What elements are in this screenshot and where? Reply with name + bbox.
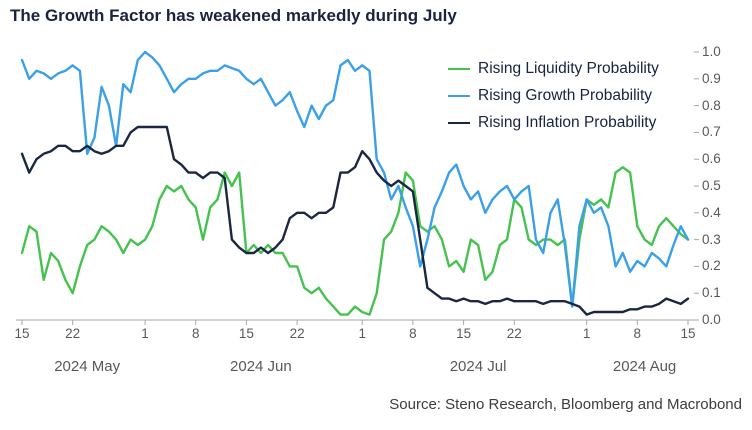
- x-tick-label: 15: [680, 326, 696, 341]
- source-note: Source: Steno Research, Bloomberg and Ma…: [389, 396, 742, 413]
- x-tick-label: 22: [289, 326, 305, 341]
- legend-label-inflation: Rising Inflation Probability: [478, 113, 657, 131]
- growth-line-swatch-icon: [448, 94, 470, 97]
- month-label: 2024 Jun: [230, 358, 292, 375]
- x-tick-label: 22: [506, 326, 522, 341]
- y-tick-label: 0.9: [702, 70, 721, 86]
- x-tick-label: 1: [582, 326, 591, 341]
- legend-label-growth: Rising Growth Probability: [478, 86, 653, 104]
- x-tick-label: 15: [456, 326, 472, 341]
- x-tick-label: 15: [238, 326, 254, 341]
- x-tick-label: 8: [409, 326, 417, 341]
- x-tick-label: 8: [633, 326, 642, 341]
- x-tick-label: 8: [191, 326, 200, 341]
- x-tick-label: 1: [358, 326, 366, 341]
- y-tick-label: 0.5: [702, 178, 721, 193]
- y-tick-label: 0.6: [702, 151, 721, 167]
- chart-title: The Growth Factor has weakened markedly …: [10, 6, 457, 25]
- month-label: 2024 Aug: [612, 358, 677, 375]
- x-tick-label: 15: [14, 326, 30, 341]
- line-plot: [16, 50, 699, 325]
- y-tick-label: 0.8: [702, 97, 721, 113]
- y-tick-label: 0.1: [702, 285, 721, 301]
- legend-item-inflation: Rising Inflation Probability: [448, 109, 659, 136]
- inflation-line-swatch-icon: [448, 121, 470, 124]
- y-tick-label: 0.0: [702, 312, 721, 327]
- legend-item-liquidity: Rising Liquidity Probability: [448, 55, 659, 82]
- legend: Rising Liquidity Probability Rising Grow…: [446, 53, 667, 140]
- legend-item-growth: Rising Growth Probability: [448, 82, 659, 109]
- y-tick-label: 1.0: [702, 44, 721, 59]
- y-tick-label: 0.2: [702, 258, 721, 274]
- liquidity-line-swatch-icon: [448, 67, 470, 70]
- y-tick-label: 0.4: [702, 204, 721, 220]
- x-tick-label: 1: [141, 326, 149, 341]
- month-label: 2024 May: [54, 358, 121, 375]
- y-tick-label: 0.7: [702, 124, 721, 140]
- y-tick-label: 0.3: [702, 231, 721, 247]
- month-label: 2024 Jul: [449, 358, 507, 375]
- legend-label-liquidity: Rising Liquidity Probability: [478, 59, 659, 77]
- x-tick-label: 22: [65, 326, 81, 341]
